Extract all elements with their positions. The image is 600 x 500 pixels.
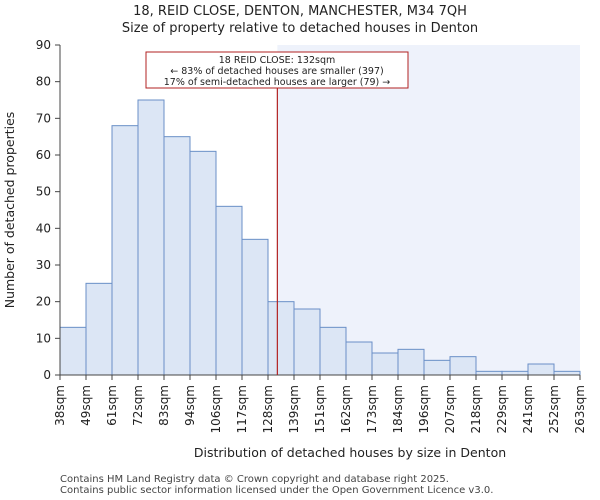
bar	[267, 301, 295, 376]
bar	[241, 238, 269, 376]
y-tick-label: 90	[36, 38, 51, 52]
y-tick-label: 10	[36, 331, 51, 345]
x-tick-label: 241sqm	[521, 385, 535, 433]
x-tick-label: 83sqm	[157, 385, 171, 426]
x-tick-label: 218sqm	[469, 385, 483, 433]
chart-title: 18, REID CLOSE, DENTON, MANCHESTER, M34 …	[133, 4, 467, 19]
x-axis-label: Distribution of detached houses by size …	[194, 445, 506, 460]
x-tick-label: 49sqm	[79, 385, 93, 426]
bar	[527, 363, 555, 376]
bar	[85, 282, 113, 376]
bar	[163, 136, 191, 376]
annotation-line-2: ← 83% of detached houses are smaller (39…	[170, 66, 383, 77]
y-tick-label: 50	[36, 185, 51, 199]
x-tick-label: 229sqm	[495, 385, 509, 433]
x-tick-label: 263sqm	[573, 385, 587, 433]
bar	[423, 359, 451, 376]
x-tick-label: 184sqm	[391, 385, 405, 433]
x-tick-label: 38sqm	[53, 385, 67, 426]
x-tick-label: 252sqm	[547, 385, 561, 433]
y-tick-label: 0	[43, 368, 51, 382]
x-tick-label: 106sqm	[209, 385, 223, 433]
bar	[319, 326, 347, 376]
bar	[475, 370, 503, 376]
bar	[215, 205, 243, 376]
footer-line-2: Contains public sector information licen…	[60, 485, 494, 496]
bar	[501, 370, 529, 376]
x-tick-label: 151sqm	[313, 385, 327, 433]
annotation-line-3: 17% of semi-detached houses are larger (…	[164, 77, 391, 88]
y-axis-label: Number of detached properties	[2, 112, 17, 309]
x-tick-label: 173sqm	[365, 385, 379, 433]
y-tick-label: 80	[36, 75, 51, 89]
bar	[137, 99, 165, 376]
bar	[397, 348, 425, 376]
x-tick-label: 117sqm	[235, 385, 249, 433]
y-tick-label: 40	[36, 221, 51, 235]
x-tick-label: 128sqm	[261, 385, 275, 433]
bar	[59, 326, 87, 376]
bar	[345, 341, 373, 376]
bar	[189, 150, 217, 376]
x-tick-label: 94sqm	[183, 385, 197, 426]
bar	[449, 356, 477, 376]
bar	[553, 370, 581, 376]
x-tick-label: 72sqm	[131, 385, 145, 426]
x-tick-label: 196sqm	[417, 385, 431, 433]
bar	[371, 352, 399, 376]
x-tick-label: 139sqm	[287, 385, 301, 433]
y-tick-label: 60	[36, 148, 51, 162]
bar	[293, 308, 321, 376]
y-tick-label: 70	[36, 111, 51, 125]
bar	[111, 125, 139, 376]
x-tick-label: 61sqm	[105, 385, 119, 426]
annotation-line-1: 18 REID CLOSE: 132sqm	[219, 55, 336, 66]
x-tick-label: 162sqm	[339, 385, 353, 433]
y-tick-label: 20	[36, 295, 51, 309]
footer-line-1: Contains HM Land Registry data © Crown c…	[60, 474, 449, 485]
chart-subtitle: Size of property relative to detached ho…	[121, 21, 479, 36]
annotation-box	[145, 51, 409, 89]
highlight-region	[277, 45, 580, 375]
y-tick-label: 30	[36, 258, 51, 272]
x-tick-label: 207sqm	[443, 385, 457, 433]
